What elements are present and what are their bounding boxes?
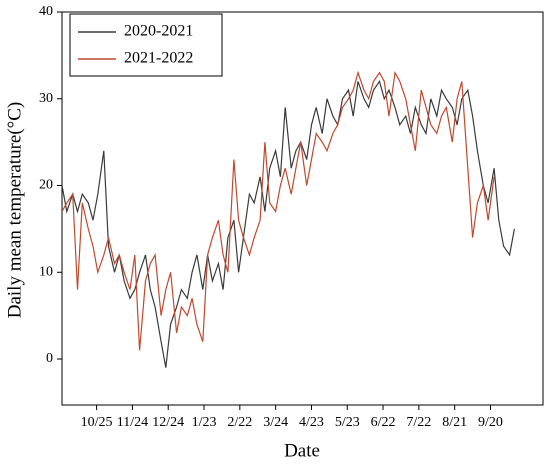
- y-tick-label: 30: [39, 91, 53, 106]
- y-axis-title: Daily mean temperature(°C): [4, 102, 25, 319]
- y-tick-label: 0: [46, 351, 53, 366]
- x-tick-label: 6/22: [371, 415, 396, 430]
- x-tick-label: 2/22: [227, 415, 252, 430]
- x-tick-label: 3/24: [263, 415, 288, 430]
- x-tick-label: 5/23: [335, 415, 360, 430]
- plot-frame: [61, 11, 544, 406]
- x-tick-label: 12/24: [152, 415, 184, 430]
- legend-label: 2020-2021: [124, 23, 193, 40]
- x-tick-label: 11/24: [117, 415, 148, 430]
- x-tick-label: 10/25: [81, 415, 113, 430]
- x-tick-label: 7/22: [406, 415, 431, 430]
- line-series: [61, 80, 515, 368]
- x-tick-label: 4/23: [299, 415, 324, 430]
- legend-label: 2021-2022: [124, 50, 193, 67]
- x-tick-label: 1/23: [192, 415, 217, 430]
- x-tick-label: 9/20: [478, 415, 503, 430]
- y-tick-label: 20: [39, 178, 53, 193]
- x-tick-label: 8/21: [442, 415, 467, 430]
- legend-box: [69, 13, 223, 77]
- y-tick-label: 10: [39, 264, 53, 279]
- x-axis-title: Date: [284, 440, 320, 461]
- y-tick-label: 40: [39, 4, 53, 19]
- line-series: [61, 70, 495, 351]
